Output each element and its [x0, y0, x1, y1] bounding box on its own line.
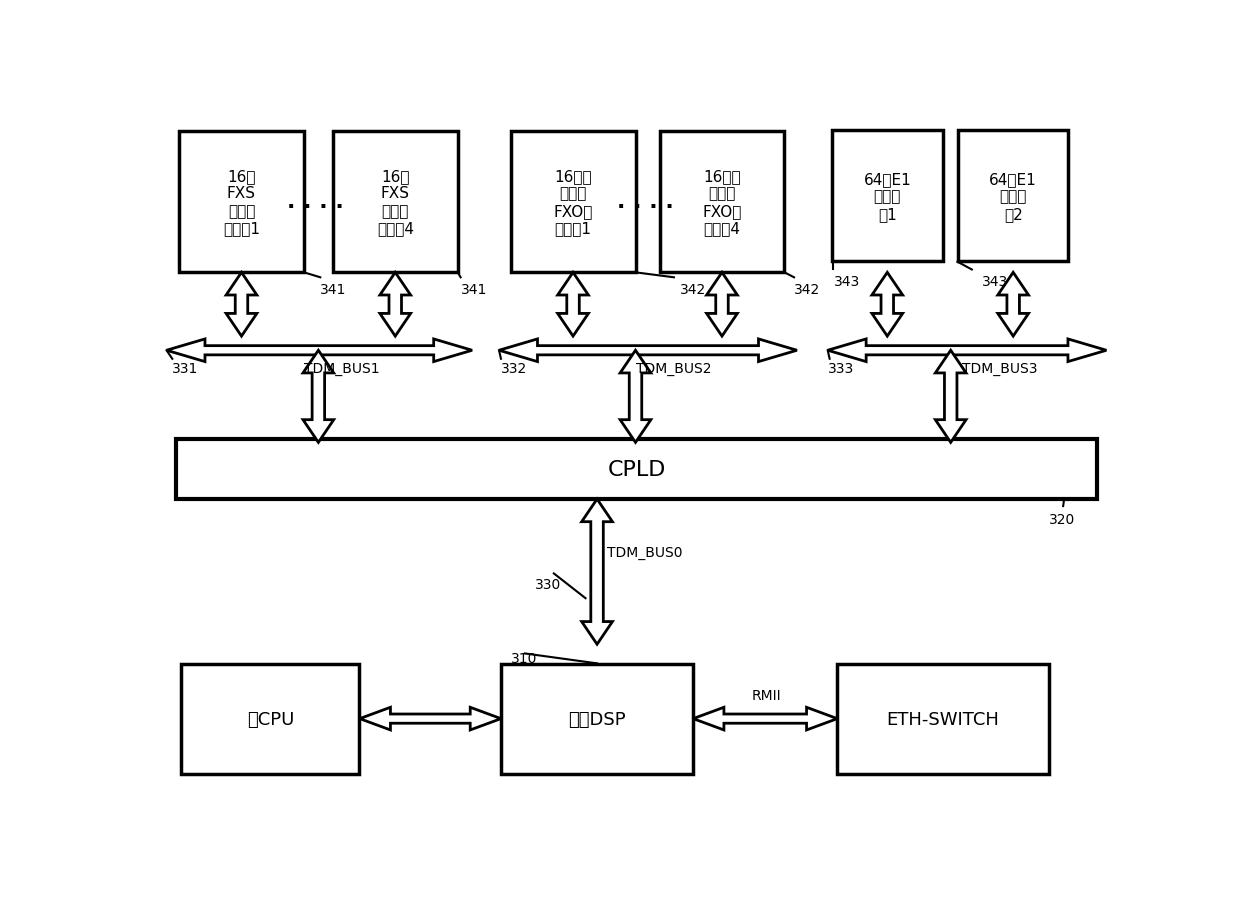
Text: 320: 320	[1049, 512, 1075, 527]
Bar	[660, 131, 785, 273]
Text: RMII: RMII	[751, 688, 781, 702]
Bar	[176, 439, 1096, 499]
Polygon shape	[498, 339, 797, 362]
Text: 342: 342	[794, 282, 821, 296]
Polygon shape	[558, 273, 589, 336]
Text: TDM_BUS2: TDM_BUS2	[635, 361, 711, 376]
Polygon shape	[828, 339, 1106, 362]
Polygon shape	[872, 273, 903, 336]
Text: 16路模
拟中继
FXO接
入子卡1: 16路模 拟中继 FXO接 入子卡1	[553, 169, 593, 236]
Text: 16路模
拟中继
FXO接
入子卡4: 16路模 拟中继 FXO接 入子卡4	[702, 169, 742, 236]
Bar	[501, 664, 693, 774]
Text: ETH-SWITCH: ETH-SWITCH	[887, 709, 999, 728]
Text: 341: 341	[460, 282, 487, 296]
Polygon shape	[166, 339, 472, 362]
Bar	[332, 131, 458, 273]
Text: 16路
FXS
电话接
入子卡1: 16路 FXS 电话接 入子卡1	[223, 169, 260, 236]
Polygon shape	[620, 351, 651, 443]
Text: 343: 343	[982, 275, 1008, 289]
Text: 342: 342	[680, 282, 706, 296]
Polygon shape	[935, 351, 966, 443]
Text: . . . .: . . . .	[288, 192, 343, 212]
Text: 语音DSP: 语音DSP	[568, 709, 626, 728]
Polygon shape	[360, 708, 501, 731]
Bar	[832, 131, 942, 262]
Text: 332: 332	[501, 361, 527, 376]
Text: TDM_BUS0: TDM_BUS0	[606, 546, 682, 560]
Text: TDM_BUS1: TDM_BUS1	[304, 361, 379, 376]
Text: 341: 341	[320, 282, 347, 296]
Text: 310: 310	[511, 652, 537, 665]
Polygon shape	[998, 273, 1028, 336]
Text: 331: 331	[172, 361, 198, 376]
Polygon shape	[303, 351, 334, 443]
Text: 主CPU: 主CPU	[247, 709, 294, 728]
Polygon shape	[582, 499, 613, 644]
Text: 16路
FXS
电话接
入子卡4: 16路 FXS 电话接 入子卡4	[377, 169, 414, 236]
Polygon shape	[693, 708, 837, 731]
Bar	[837, 664, 1049, 774]
Bar	[959, 131, 1069, 262]
Bar	[179, 131, 304, 273]
Text: . . . .: . . . .	[616, 192, 673, 212]
Text: 64路E1
接入子
卡2: 64路E1 接入子 卡2	[990, 172, 1037, 221]
Text: 343: 343	[833, 275, 859, 289]
Bar	[181, 664, 360, 774]
Polygon shape	[379, 273, 410, 336]
Polygon shape	[707, 273, 738, 336]
Text: CPLD: CPLD	[608, 460, 666, 480]
Text: 330: 330	[534, 577, 560, 591]
Text: 333: 333	[828, 361, 854, 376]
Polygon shape	[226, 273, 257, 336]
Text: TDM_BUS3: TDM_BUS3	[962, 361, 1038, 376]
Bar	[511, 131, 635, 273]
Text: 64路E1
接入子
卡1: 64路E1 接入子 卡1	[863, 172, 911, 221]
